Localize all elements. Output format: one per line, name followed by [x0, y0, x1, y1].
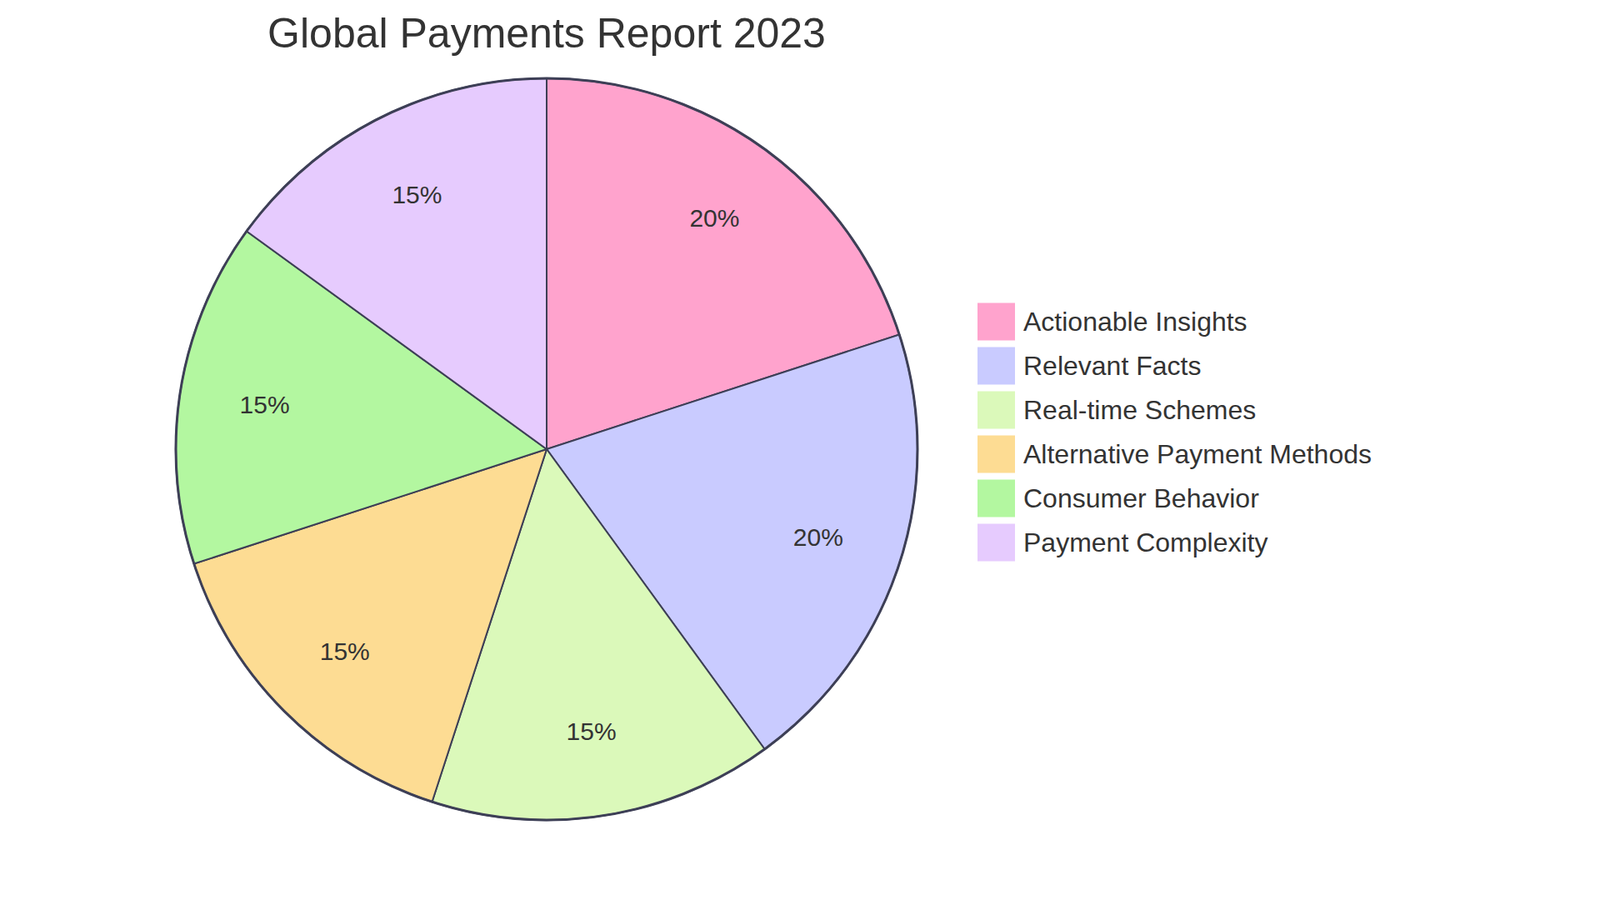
legend-swatch	[977, 347, 1015, 385]
data-label: 15%	[320, 637, 370, 665]
legend-swatch	[977, 391, 1015, 430]
legend-swatch	[977, 435, 1015, 474]
data-label: 20%	[793, 523, 844, 551]
legend-item: Consumer Behavior	[977, 480, 1260, 518]
legend-label: Relevant Facts	[1023, 350, 1201, 381]
legend-label: Real-time Schemes	[1023, 395, 1256, 425]
legend-label: Payment Complexity	[1023, 527, 1268, 558]
legend: Actionable Insights Relevant Facts Real-ti…	[977, 303, 1372, 562]
data-label: 15%	[391, 180, 442, 209]
legend-swatch	[977, 524, 1015, 562]
legend-item: Relevant Facts	[977, 347, 1201, 385]
data-label: 20%	[689, 204, 740, 232]
data-label: 15%	[566, 717, 617, 745]
legend-label: Consumer Behavior	[1023, 483, 1260, 514]
title: Global Payments Report 2023	[267, 10, 826, 57]
legend-swatch	[977, 303, 1015, 341]
pie: 20% 20% 15% 15% 15% 15%	[175, 78, 918, 820]
legend-item: Real-time Schemes	[977, 391, 1256, 430]
legend-swatch	[977, 480, 1015, 518]
slice	[246, 78, 547, 450]
legend-item: Alternative Payment Methods	[977, 435, 1372, 474]
legend-item: Payment Complexity	[977, 524, 1268, 562]
data-label: 15%	[240, 390, 290, 419]
legend-item: Actionable Insights	[977, 303, 1248, 341]
pie-outline	[175, 78, 918, 820]
legend-label: Actionable Insights	[1023, 306, 1248, 337]
chart: Global Payments Report 2023 20% 20% 15% 15% 1…	[0, 0, 1600, 900]
legend-label: Alternative Payment Methods	[1023, 439, 1372, 470]
